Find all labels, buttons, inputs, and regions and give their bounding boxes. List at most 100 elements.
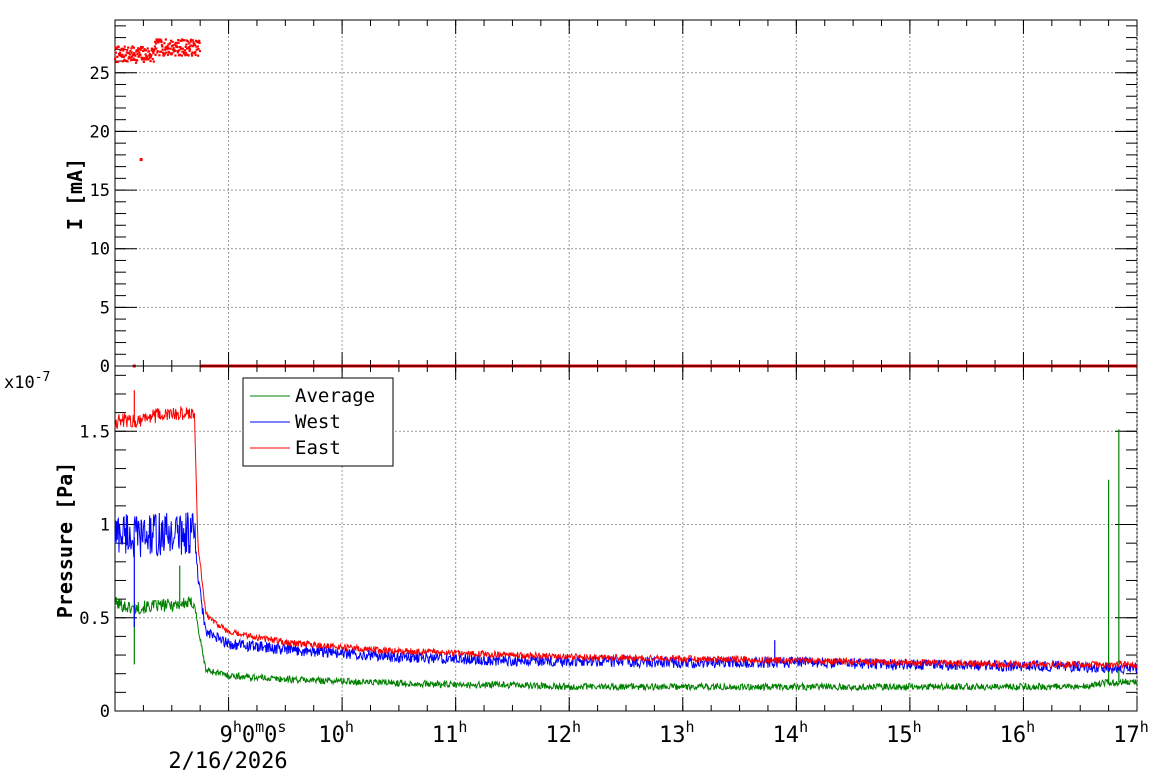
- current-point: [140, 58, 144, 61]
- current-point: [179, 46, 182, 49]
- current-point: [137, 55, 140, 58]
- current-point: [124, 54, 127, 57]
- current-point: [120, 47, 123, 50]
- current-point: [177, 38, 180, 42]
- date-label: 2/16/2026: [168, 749, 287, 774]
- current-point: [175, 44, 178, 47]
- current-point: [184, 54, 187, 57]
- current-point: [128, 53, 132, 56]
- current-point: [129, 56, 132, 59]
- current-point: [158, 39, 161, 42]
- current-point: [142, 58, 145, 61]
- current-point: [151, 48, 154, 52]
- hour-label: 12h: [545, 718, 581, 748]
- current-y-axis-ticks: 0 5 10 15 20 25: [90, 25, 1137, 377]
- current-point: [173, 49, 177, 52]
- current-point: [134, 58, 137, 61]
- current-point: [156, 51, 159, 54]
- time-axis-labels: 9h0m0s 2/16/2026 10h 11h 12h 13h 14h 15h 16h 17…: [168, 718, 1148, 774]
- current-point: [191, 54, 194, 57]
- first-minute-sup: m: [255, 718, 264, 736]
- hour-label: 14h: [773, 718, 809, 748]
- current-point: [135, 50, 138, 53]
- current-point: [189, 38, 193, 41]
- current-point: [176, 51, 180, 54]
- current-plot-frame: [114, 19, 1138, 367]
- current-point: [195, 45, 198, 48]
- first-second: 0: [264, 723, 277, 748]
- current-outlier: [139, 158, 143, 162]
- legend-label-east: East: [295, 437, 341, 459]
- current-point: [153, 49, 156, 52]
- current-point: [169, 42, 172, 45]
- current-point: [171, 48, 175, 51]
- current-x-axis-ticks: [114, 20, 1138, 366]
- current-point: [116, 60, 120, 63]
- current-point: [130, 47, 133, 50]
- current-point: [150, 47, 154, 50]
- current-point: [131, 55, 134, 58]
- multiplier-base: x10: [4, 373, 35, 393]
- y-tick-label: 25: [90, 64, 110, 84]
- current-point: [117, 45, 120, 48]
- hour-label: 13h: [659, 718, 695, 748]
- current-point: [123, 45, 126, 48]
- current-point: [133, 52, 136, 55]
- current-point: [141, 57, 144, 60]
- current-point: [149, 55, 153, 58]
- hour-label: 17h: [1113, 718, 1149, 748]
- current-point: [171, 52, 174, 55]
- current-point: [184, 45, 187, 48]
- current-point: [162, 54, 165, 57]
- current-point: [198, 41, 201, 44]
- current-point: [163, 42, 166, 45]
- legend: Average West East: [242, 377, 394, 467]
- current-point: [121, 60, 125, 63]
- current-point: [151, 57, 154, 61]
- current-point: [191, 39, 194, 42]
- current-point: [172, 44, 175, 47]
- current-point: [146, 47, 149, 50]
- current-point: [132, 46, 136, 49]
- current-point: [148, 54, 151, 57]
- current-point: [122, 49, 125, 52]
- current-point: [198, 39, 201, 42]
- current-point: [166, 47, 169, 51]
- current-point: [176, 49, 179, 53]
- current-point: [155, 38, 158, 41]
- current-data: [114, 38, 1137, 368]
- current-point: [137, 47, 140, 50]
- current-point: [130, 51, 133, 54]
- first-hour: 9: [220, 723, 233, 748]
- current-point: [145, 55, 149, 59]
- current-point: [139, 53, 142, 56]
- current-point: [180, 39, 183, 42]
- current-point: [178, 53, 182, 56]
- first-second-sup: s: [277, 718, 286, 736]
- current-point: [115, 46, 118, 49]
- current-point: [197, 47, 200, 51]
- y-tick-label: 10: [90, 240, 110, 260]
- hour-label: 16h: [1000, 718, 1036, 748]
- current-point: [139, 45, 143, 49]
- current-point: [114, 51, 117, 54]
- current-point: [144, 58, 147, 61]
- current-point: [131, 53, 134, 56]
- current-point: [119, 48, 122, 52]
- current-point: [167, 43, 170, 46]
- current-point: [190, 44, 193, 47]
- current-point: [142, 49, 145, 53]
- pressure-panel: 0 0.5 1 1.5 Pressure [Pa] x10-7 Average Wes…: [4, 365, 1138, 722]
- series-line-east: [114, 406, 1138, 670]
- current-point: [180, 47, 183, 50]
- current-point: [160, 39, 163, 42]
- current-point: [169, 47, 172, 50]
- current-point: [164, 48, 167, 51]
- current-point: [129, 59, 133, 62]
- current-point: [152, 60, 155, 63]
- current-point: [174, 54, 177, 57]
- current-point: [139, 48, 142, 51]
- current-point: [196, 41, 199, 44]
- current-point: [164, 38, 167, 41]
